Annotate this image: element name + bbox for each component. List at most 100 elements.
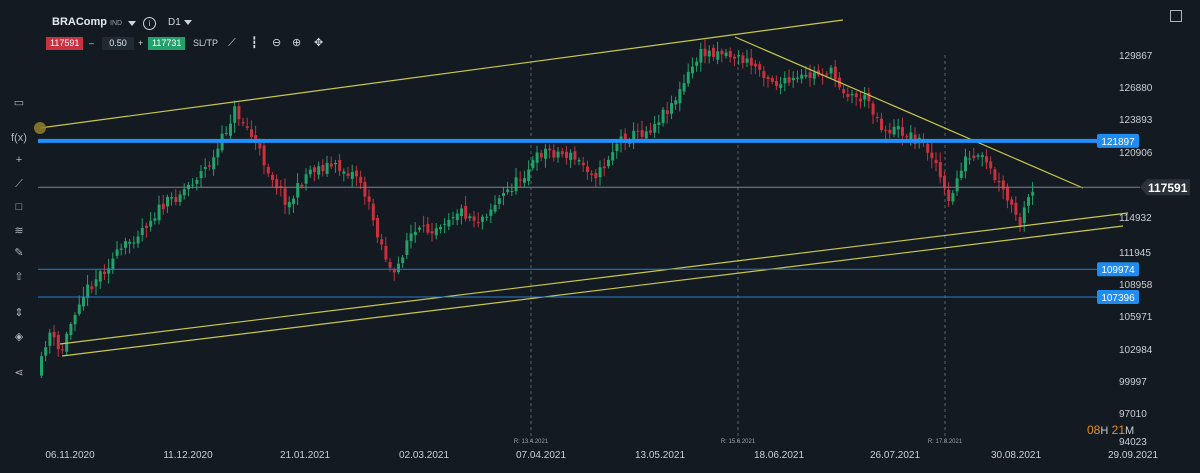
- timer-minutes-unit: M: [1125, 425, 1135, 437]
- increase-quantity-button[interactable]: +: [138, 38, 144, 48]
- candle-body: [1014, 202, 1018, 215]
- candle-body: [926, 143, 930, 153]
- expand-icon[interactable]: [1170, 10, 1182, 22]
- layers-icon[interactable]: ◈: [14, 331, 24, 343]
- candle-body: [334, 162, 337, 165]
- candle-body: [804, 74, 808, 77]
- candle-body: [1022, 207, 1026, 224]
- candle-body: [657, 122, 661, 125]
- trendline-anchor-handle[interactable]: [34, 122, 46, 134]
- level-price-label: 121897: [1101, 137, 1135, 148]
- candle-body: [434, 228, 438, 236]
- candle-body: [703, 48, 707, 57]
- fibonacci-icon[interactable]: ≋: [14, 225, 24, 237]
- candle-body: [439, 226, 442, 230]
- y-axis-tick: 129867: [1119, 51, 1153, 62]
- quantity-input[interactable]: 0.50: [102, 37, 134, 50]
- candle-body: [455, 213, 459, 221]
- candle-body: [632, 130, 636, 141]
- candle-body: [308, 169, 312, 175]
- y-axis-tick: 108958: [1119, 280, 1153, 291]
- candle-body: [69, 324, 73, 336]
- candle-body: [363, 181, 367, 197]
- candle-body: [884, 129, 888, 131]
- candle-body: [951, 193, 955, 202]
- candle-body: [640, 130, 644, 137]
- trendline[interactable]: [61, 225, 1124, 357]
- candle-body: [451, 217, 455, 219]
- zoom-out-icon[interactable]: ⊖: [272, 37, 282, 49]
- candle-countdown: 08H 21M: [1087, 423, 1134, 437]
- candle-body: [510, 190, 514, 192]
- candle-body: [938, 162, 942, 178]
- trendline[interactable]: [59, 212, 1129, 345]
- current-price-label: 117591: [1148, 181, 1188, 195]
- candle-body: [157, 204, 161, 221]
- y-axis-tick: 114932: [1119, 213, 1152, 224]
- candle-body: [346, 173, 350, 176]
- candle-body: [985, 156, 988, 163]
- candle-body: [464, 205, 468, 219]
- candle-body: [241, 122, 245, 124]
- decrease-quantity-button[interactable]: –: [89, 38, 95, 48]
- sltp-button[interactable]: SL/TP: [193, 38, 219, 48]
- candle-body: [262, 145, 266, 166]
- pencil-icon[interactable]: ✎: [14, 247, 24, 259]
- buy-button[interactable]: 117731: [148, 37, 186, 50]
- candle-body: [376, 218, 379, 238]
- measure-icon[interactable]: ⇕: [14, 307, 24, 319]
- candle-body: [1027, 197, 1030, 206]
- chevron-down-icon[interactable]: [128, 18, 136, 29]
- candle-body: [829, 67, 833, 74]
- candle-body: [707, 50, 711, 57]
- rectangle-icon[interactable]: □: [15, 201, 23, 213]
- candle-body: [485, 216, 489, 218]
- candle-body: [56, 334, 60, 350]
- candle-body: [1001, 180, 1005, 190]
- candle-body: [342, 171, 346, 174]
- candle-body: [502, 193, 505, 196]
- candle-body: [430, 231, 434, 234]
- candle-body: [934, 159, 938, 164]
- candle-body: [636, 130, 640, 132]
- candle-body: [166, 196, 169, 207]
- candle-body: [229, 123, 232, 136]
- candle-body: [728, 50, 732, 58]
- candle-body: [846, 94, 850, 97]
- candle-body: [602, 166, 606, 169]
- function-icon[interactable]: f(x): [11, 132, 27, 144]
- candle-body: [359, 176, 363, 184]
- candle-body: [153, 218, 157, 221]
- info-icon[interactable]: i: [143, 17, 156, 30]
- candle-body: [720, 50, 724, 55]
- candle-body: [350, 171, 354, 179]
- candle-body: [237, 106, 241, 120]
- arrow-icon[interactable]: ⇧: [14, 271, 24, 283]
- candle-body: [506, 189, 510, 193]
- panel-icon[interactable]: ▭: [13, 97, 25, 109]
- crosshair-icon[interactable]: +: [15, 154, 23, 166]
- trendline[interactable]: [734, 36, 1084, 189]
- candle-body: [460, 208, 463, 216]
- line-chart-icon[interactable]: ⟋: [228, 37, 236, 49]
- trendline[interactable]: [39, 19, 844, 129]
- share-icon[interactable]: ⋖: [14, 367, 24, 379]
- candle-body: [783, 77, 787, 84]
- candle-body: [691, 66, 694, 74]
- candle-body: [653, 123, 657, 133]
- symbol-selector[interactable]: BRAComp IND: [52, 16, 122, 28]
- candle-body: [178, 194, 182, 202]
- candle-body: [909, 132, 913, 141]
- sell-button[interactable]: 117591: [46, 37, 84, 50]
- candle-body: [300, 184, 304, 187]
- candle-body: [384, 245, 388, 260]
- trendline-icon[interactable]: ⟋: [15, 178, 23, 190]
- zoom-in-icon[interactable]: ⊕: [292, 37, 302, 49]
- candle-body: [208, 165, 211, 167]
- crosshair-icon[interactable]: ✥: [314, 37, 324, 49]
- timeframe-selector[interactable]: D1: [168, 17, 192, 28]
- candlestick-icon[interactable]: ┇: [251, 37, 258, 49]
- candle-body: [560, 151, 564, 155]
